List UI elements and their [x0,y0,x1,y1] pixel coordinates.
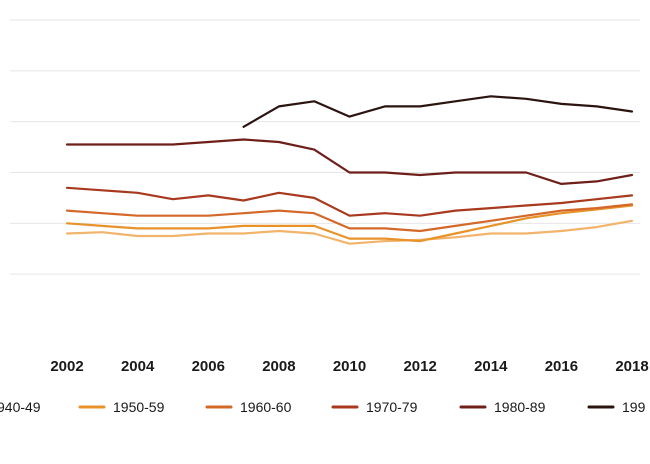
series-line-1 [65,204,634,243]
legend: 940-49 1950-59 1960-60 1970-79 1980-89 199 [0,399,646,415]
x-tick-label: 2014 [474,358,508,375]
x-tick-label: 2010 [333,358,366,375]
gridlines [10,19,640,275]
legend-label: 1960-60 [240,399,292,415]
x-tick-label: 2012 [403,358,436,375]
legend-label: 199 [622,399,646,415]
x-tick-label: 2008 [262,358,295,375]
series-line-4 [65,138,634,185]
legend-label: 1970-79 [366,399,418,415]
x-tick-label: 2016 [545,358,578,375]
x-tick-label: 2006 [192,358,225,375]
legend-item-1: 1950-59 [78,399,165,415]
x-tick-label: 2004 [121,358,155,375]
legend-label: 1950-59 [113,399,165,415]
legend-label: 940-49 [0,399,41,415]
x-axis-tick-labels: 2002 2004 2006 2008 2010 2012 2014 2016 2018 [50,358,648,375]
series-line-0 [65,219,634,245]
legend-item-5: 199 [587,399,646,415]
x-tick-label: 2002 [50,358,83,375]
series-line-2 [65,203,634,233]
legend-item-0: 940-49 [0,399,41,415]
x-tick-label: 2018 [615,358,648,375]
legend-item-4: 1980-89 [459,399,546,415]
series-line-5 [242,95,634,128]
legend-label: 1980-89 [494,399,546,415]
series-line-3 [65,186,634,217]
legend-item-2: 1960-60 [205,399,292,415]
series-lines [65,95,634,245]
legend-item-3: 1970-79 [331,399,418,415]
